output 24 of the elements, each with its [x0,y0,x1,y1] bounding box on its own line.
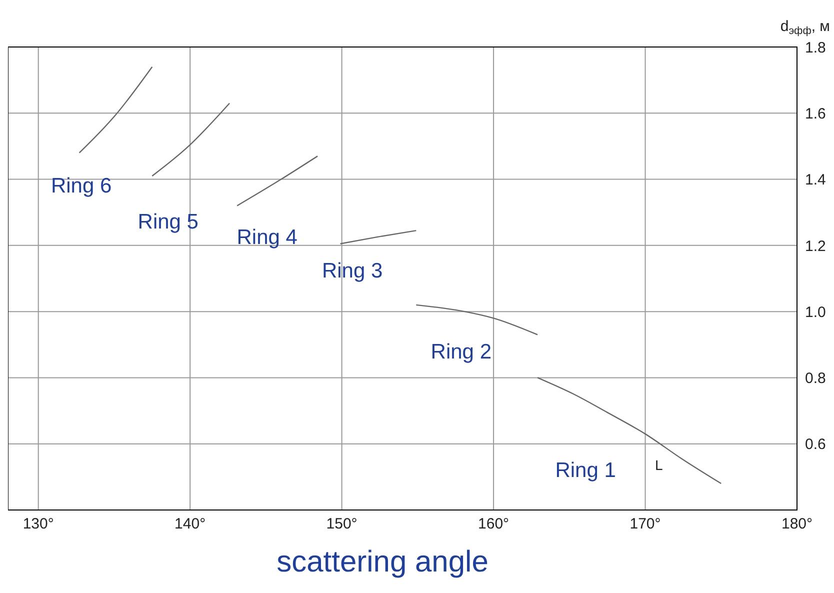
series-label: Ring 6 [50,174,112,198]
x-tick-label: 140° [174,516,206,533]
y-tick-label: 1.4 [805,172,826,189]
x-tick-label: 170° [630,516,661,533]
y-tick-label: 0.8 [805,370,826,388]
series-label: Ring 1 [555,459,616,482]
y-tick-label: 1.6 [805,105,826,122]
annotation: L [655,457,663,473]
x-tick-label: 160° [478,516,510,533]
series-label: Ring 3 [322,259,383,282]
y-tick-label: 1.8 [805,39,826,56]
x-tick-label: 130° [22,516,54,533]
line-series [416,304,538,336]
series-label: Ring 2 [430,340,492,364]
series-label: Ring 5 [138,210,198,234]
series-label: Ring 4 [236,226,298,250]
x-tick-label: 150° [326,516,358,533]
x-axis-title: scattering angle [276,545,488,578]
y-tick-label: 1.2 [805,238,826,255]
y-tick-label: 1.0 [805,304,826,321]
y-tick-label: 0.6 [805,436,826,454]
y-axis-title: d$_{эфф}$, м [780,18,830,38]
line-series [536,377,722,484]
x-tick-label: 180° [781,516,813,533]
